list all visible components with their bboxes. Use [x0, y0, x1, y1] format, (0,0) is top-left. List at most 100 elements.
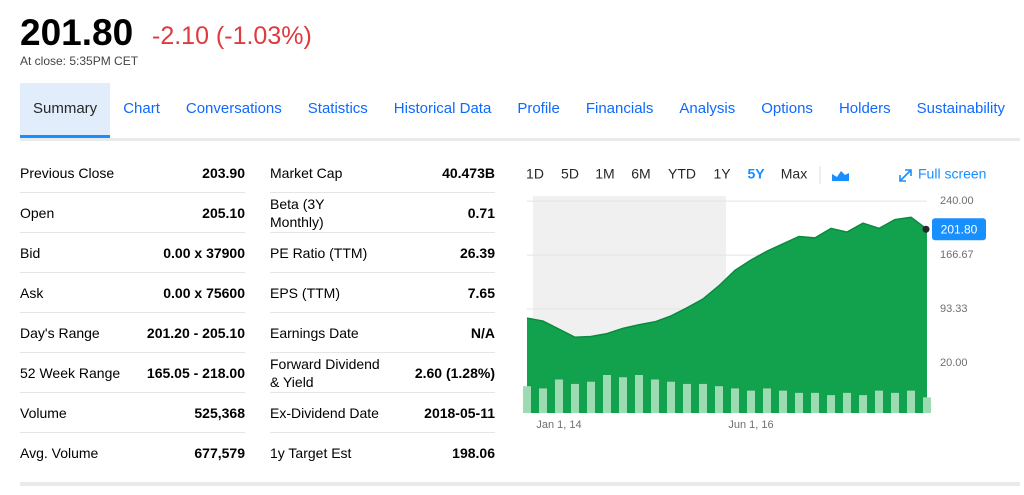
summary-row: Market Cap 40.473B: [270, 153, 495, 193]
field-value: 26.39: [380, 232, 495, 273]
field-value: 201.20 - 205.10: [145, 312, 245, 353]
price: 201.80: [20, 12, 134, 53]
field-label: Avg. Volume: [20, 444, 99, 461]
range-button[interactable]: 1M: [595, 166, 614, 182]
tab[interactable]: Statistics: [307, 100, 368, 117]
summary-row: Open 205.10: [20, 192, 245, 233]
field-label: PE Ratio (TTM): [270, 232, 380, 273]
field-label: Day's Range: [20, 312, 145, 353]
summary-row: EPS (TTM) 7.65: [270, 272, 495, 313]
price-change: -2.10 (-1.03%): [152, 22, 312, 50]
volume-bar: [587, 381, 595, 413]
y-tick-label: 240.00: [940, 195, 974, 207]
summary-row: Ex-Dividend Date 2018-05-11: [270, 392, 495, 433]
range-button[interactable]: 1D: [526, 166, 544, 182]
range-button[interactable]: 5D: [561, 166, 579, 182]
summary-table-right: Market Cap 40.473B Beta (3Y Monthly) 0.71 PE…: [270, 153, 495, 472]
summary-row: 1y Target Est 198.06: [270, 433, 495, 473]
field-label: Ex-Dividend Date: [270, 392, 380, 433]
summary-row: Avg. Volume 677,579: [20, 433, 245, 473]
tab[interactable]: Summary: [20, 83, 111, 138]
volume-bar: [763, 388, 771, 413]
range-button[interactable]: 1Y: [713, 166, 731, 182]
volume-bar: [699, 383, 707, 413]
volume-bar: [523, 386, 531, 413]
field-value: 2018-05-11: [380, 392, 495, 433]
tab[interactable]: Sustainability: [916, 100, 1006, 117]
field-label: Bid: [20, 232, 145, 273]
field-value: 203.90: [145, 153, 245, 193]
tab[interactable]: Profile: [517, 100, 560, 117]
field-label: 1y Target Est: [270, 444, 352, 461]
volume-bar: [571, 383, 579, 413]
volume-bar: [555, 379, 563, 413]
volume-bar: [539, 388, 547, 413]
summary-row: 52 Week Range 165.05 - 218.00: [20, 352, 245, 393]
price-tag: [932, 218, 986, 241]
tab[interactable]: Analysis: [679, 100, 736, 117]
fullscreen-icon[interactable]: [899, 169, 912, 182]
summary-row: Earnings Date N/A: [270, 312, 495, 353]
field-label: Beta (3Y Monthly): [270, 192, 380, 233]
range-button[interactable]: YTD: [668, 166, 696, 182]
field-value: 7.65: [380, 272, 495, 313]
price-line: [526, 216, 928, 338]
volume-bar: [859, 395, 867, 413]
tab[interactable]: Chart: [123, 100, 160, 117]
price-area: [527, 217, 927, 413]
volume-bar: [907, 390, 915, 413]
summary-row: Ask 0.00 x 75600: [20, 272, 245, 313]
range-button[interactable]: 6M: [631, 166, 650, 182]
y-tick-label: 93.33: [940, 303, 968, 315]
summary-row: Day's Range 201.20 - 205.10: [20, 312, 245, 353]
tab[interactable]: Options: [761, 100, 813, 117]
field-value: 2.60 (1.28%): [380, 352, 495, 393]
range-button[interactable]: 5Y: [747, 166, 765, 182]
field-label: Previous Close: [20, 153, 145, 193]
field-value: 0.00 x 37900: [145, 232, 245, 273]
tab[interactable]: Historical Data: [393, 100, 492, 117]
volume-bar: [683, 383, 691, 413]
field-value: 198.06: [452, 444, 495, 461]
close-note: At close: 5:35PM CET: [20, 54, 139, 68]
field-value: 0.71: [380, 192, 495, 233]
summary-row: Previous Close 203.90: [20, 153, 245, 193]
field-value: N/A: [380, 312, 495, 353]
tab[interactable]: Holders: [838, 100, 891, 117]
volume-bar: [795, 392, 803, 413]
y-tick-label: 20.00: [940, 357, 968, 369]
volume-bar: [811, 392, 819, 413]
field-label: Volume: [20, 392, 145, 433]
volume-bar: [875, 390, 883, 413]
volume-bar: [891, 392, 899, 413]
field-value: 677,579: [194, 444, 245, 461]
summary-table-left: Previous Close 203.90 Open 205.10 Bid 0.00 x …: [20, 153, 245, 472]
volume-bar: [923, 397, 931, 413]
volume-bar: [651, 379, 659, 413]
tab[interactable]: Conversations: [185, 100, 282, 117]
field-value: 205.10: [145, 192, 245, 233]
field-value: 40.473B: [380, 153, 495, 193]
summary-row: Bid 0.00 x 37900: [20, 232, 245, 273]
summary-row: Volume 525,368: [20, 392, 245, 433]
x-tick-label: Jun 1, 16: [728, 419, 773, 431]
field-value: 0.00 x 75600: [145, 272, 245, 313]
field-label: Ask: [20, 272, 145, 313]
price-tag-label: 201.80: [941, 222, 978, 236]
tab[interactable]: Financials: [585, 100, 654, 117]
divider: [20, 482, 1020, 486]
range-button[interactable]: Max: [781, 166, 807, 182]
field-label: Earnings Date: [270, 312, 380, 353]
full-screen[interactable]: Full screen: [918, 166, 986, 182]
field-value: 165.05 - 218.00: [145, 352, 245, 393]
volume-bar: [715, 386, 723, 413]
chart-type-icon[interactable]: [832, 171, 849, 181]
volume-bar: [843, 392, 851, 413]
last-point: [922, 225, 930, 233]
field-label: 52 Week Range: [20, 352, 145, 393]
field-label: Forward Dividend & Yield: [270, 352, 380, 393]
volume-bar: [731, 388, 739, 413]
volume-bar: [619, 377, 627, 413]
x-tick-label: Jan 1, 14: [536, 419, 581, 431]
